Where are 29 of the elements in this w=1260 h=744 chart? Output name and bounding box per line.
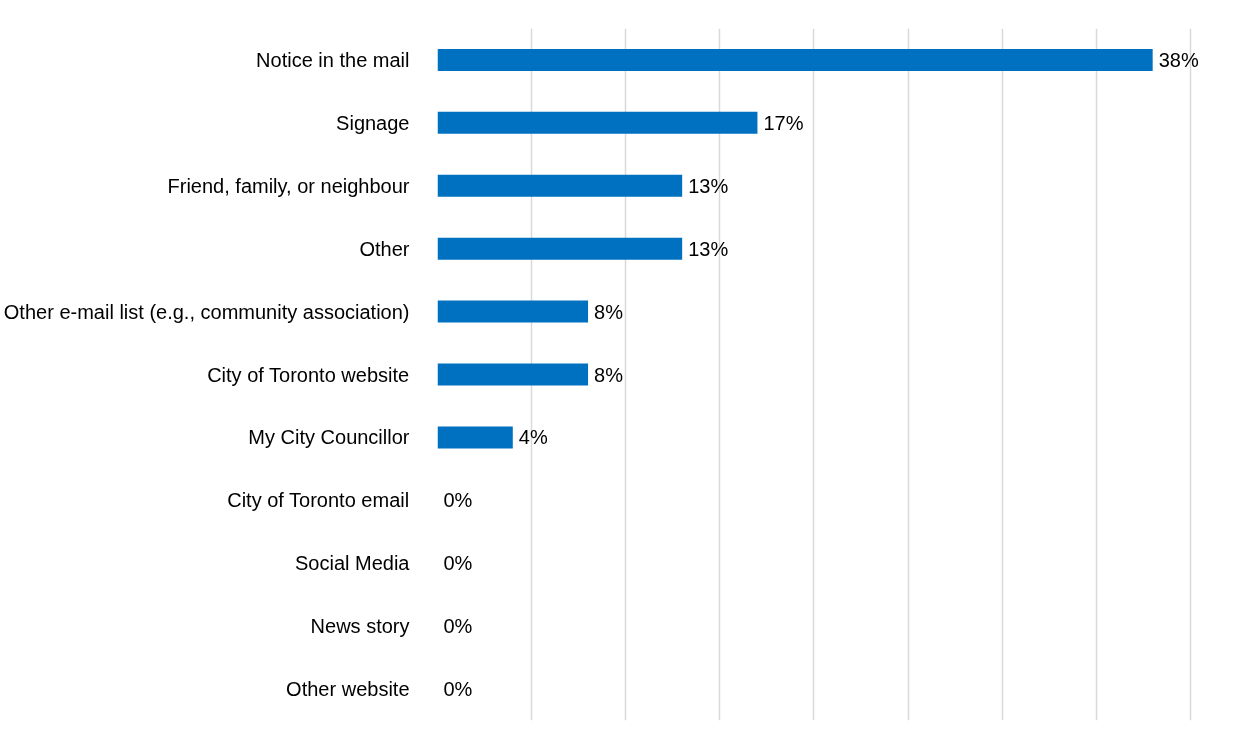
- data-label: 0%: [443, 489, 473, 512]
- y-tick-label: Other website: [286, 678, 410, 701]
- y-tick-label: Other e-mail list (e.g., community association): [3, 300, 410, 323]
- data-label: 8%: [594, 363, 624, 386]
- bar: [437, 363, 589, 386]
- data-label: 17%: [763, 111, 804, 134]
- data-label: 0%: [443, 552, 473, 575]
- bar: [437, 174, 683, 197]
- data-label: 0%: [443, 678, 473, 701]
- y-tick-label: News story: [310, 615, 410, 638]
- data-label: 4%: [518, 426, 548, 449]
- y-tick-label: City of Toronto email: [227, 489, 410, 512]
- data-label: 38%: [1158, 48, 1199, 71]
- data-label: 13%: [688, 174, 729, 197]
- bar: [437, 48, 1153, 71]
- y-tick-label: Signage: [336, 111, 410, 134]
- y-tick-label: Social Media: [295, 552, 411, 575]
- data-label: 13%: [688, 237, 729, 260]
- y-tick-label: Notice in the mail: [256, 48, 410, 71]
- bar: [437, 237, 683, 260]
- bar: [437, 111, 758, 134]
- bar: [437, 426, 513, 449]
- bar: [437, 300, 589, 323]
- y-tick-label: City of Toronto website: [207, 363, 410, 386]
- y-tick-label: My City Councillor: [248, 426, 410, 449]
- data-label: 8%: [594, 300, 624, 323]
- data-label: 0%: [443, 615, 473, 638]
- y-tick-label: Other: [359, 237, 410, 260]
- y-tick-label: Friend, family, or neighbour: [167, 174, 410, 197]
